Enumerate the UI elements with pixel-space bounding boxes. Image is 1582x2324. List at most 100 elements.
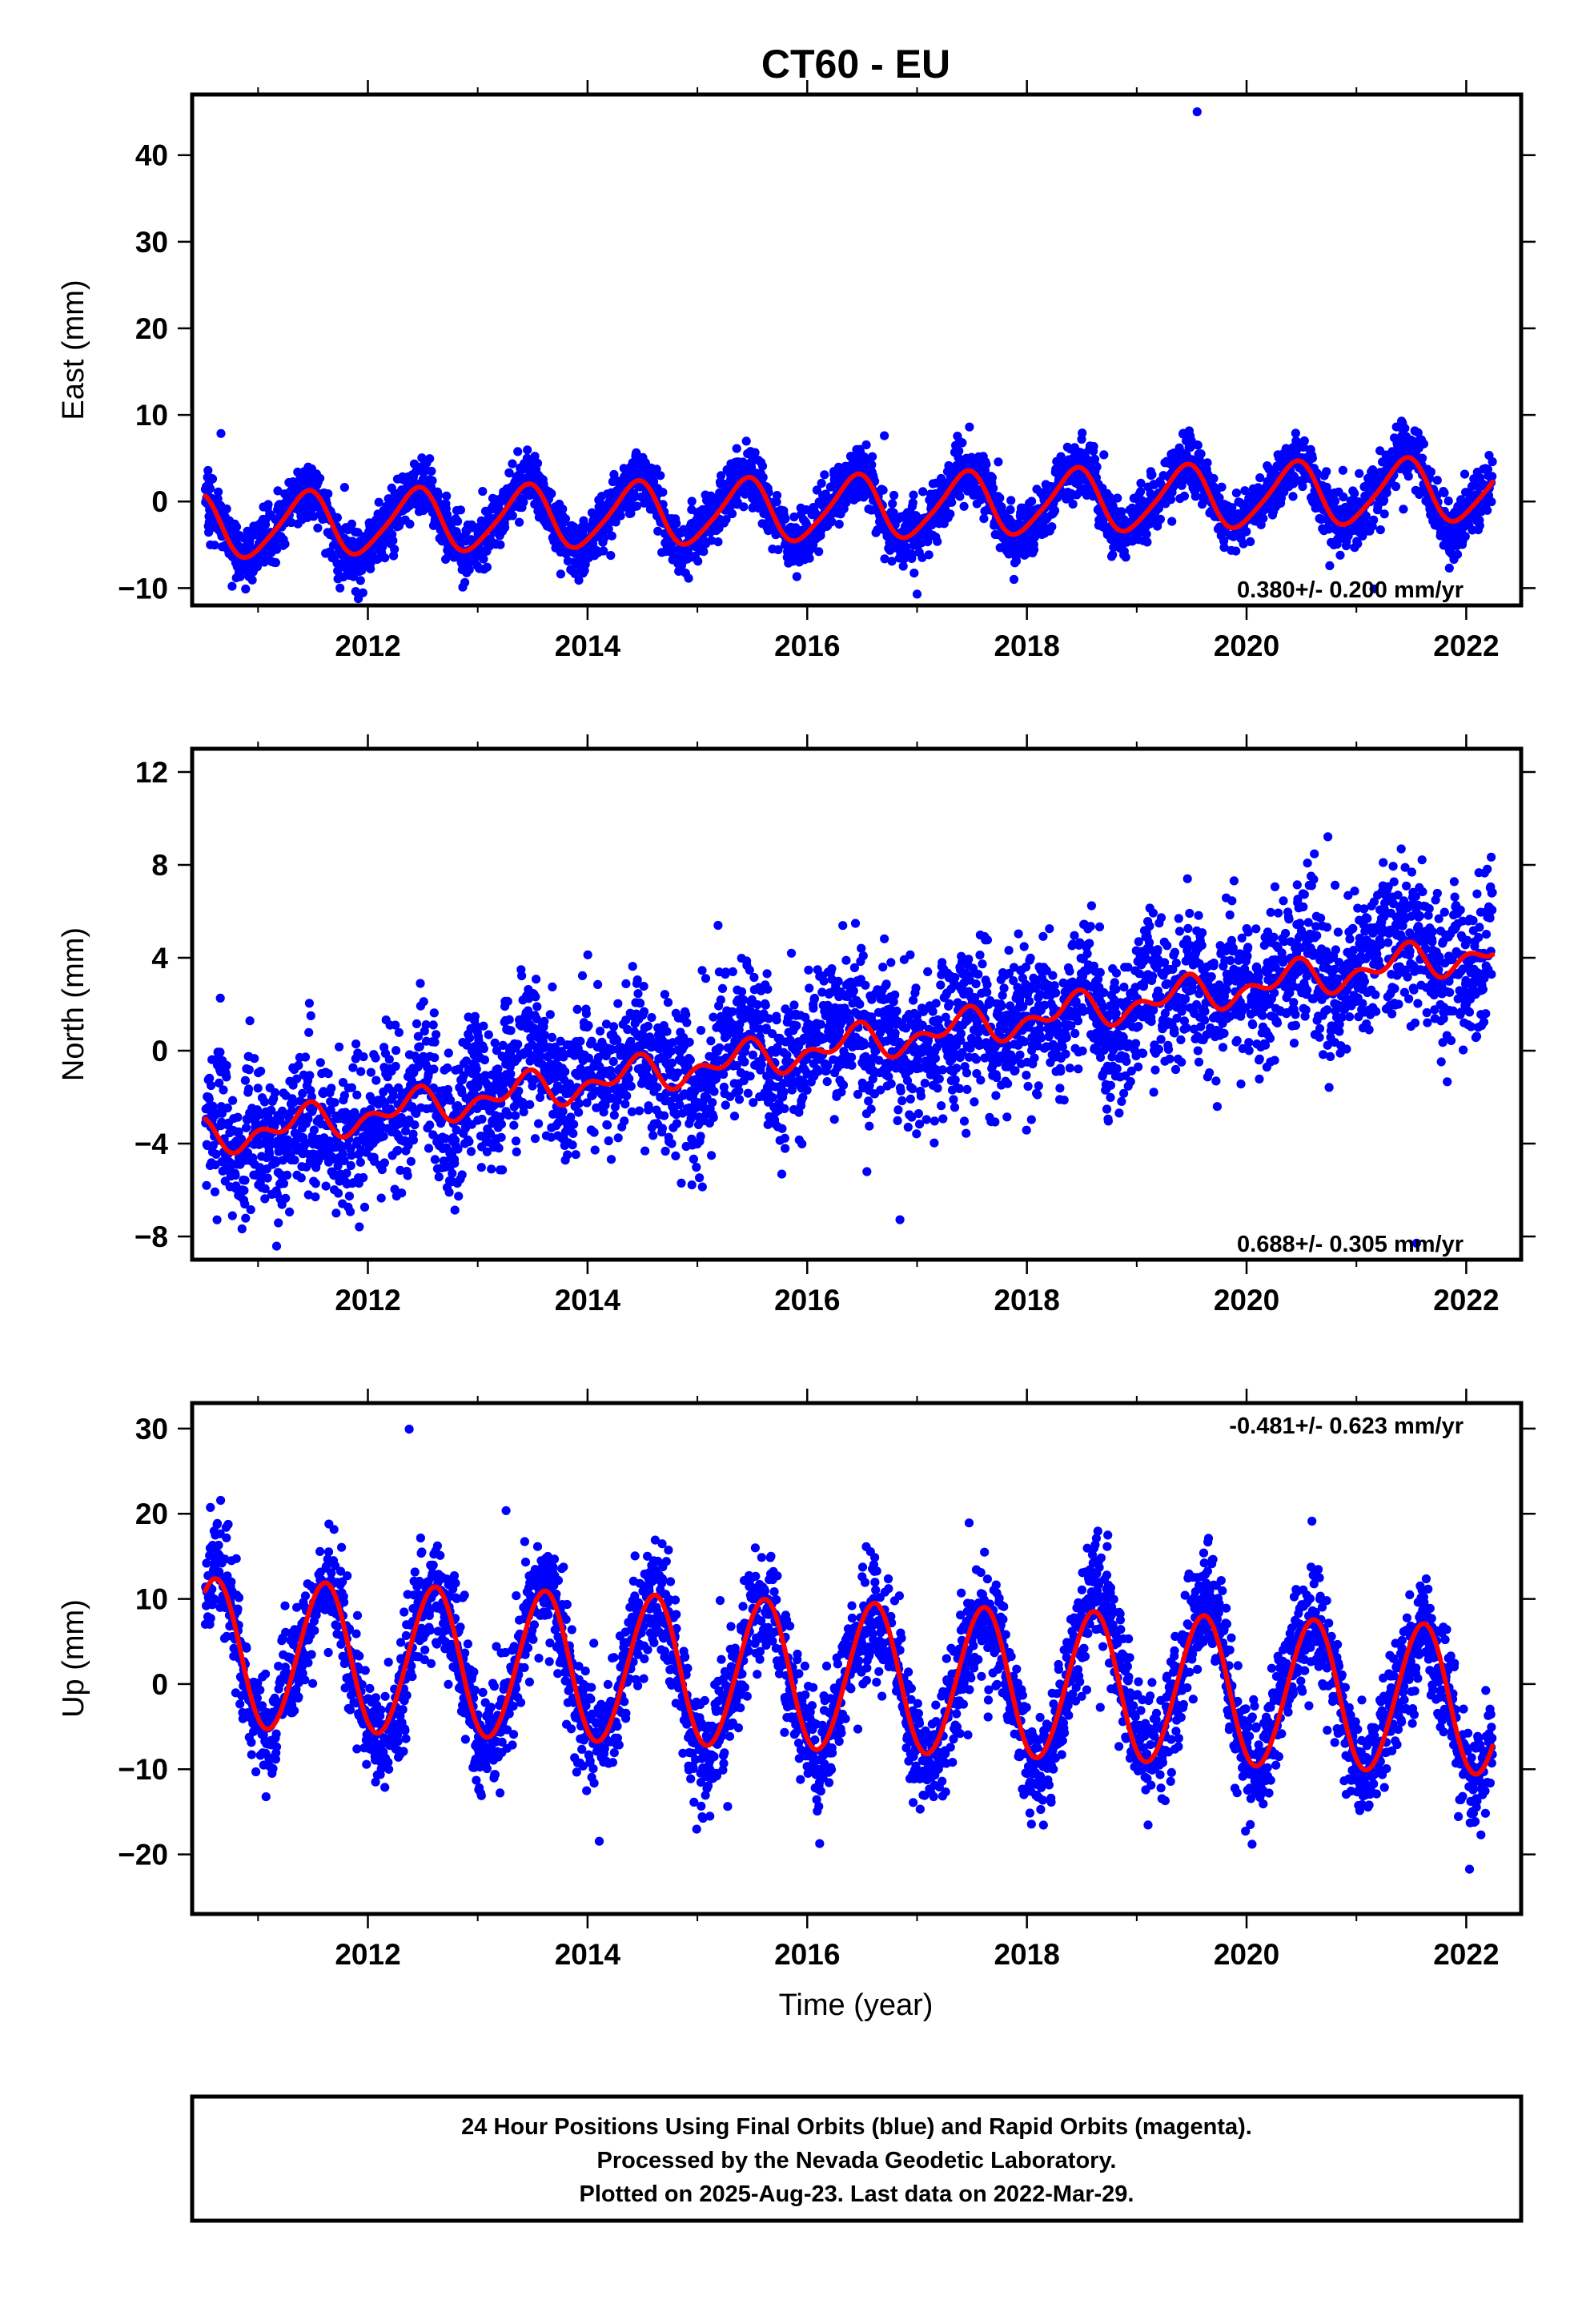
daily-point bbox=[721, 515, 731, 525]
daily-point bbox=[1483, 505, 1492, 515]
daily-point bbox=[496, 1120, 507, 1129]
daily-point bbox=[1242, 527, 1251, 537]
daily-point bbox=[394, 1027, 404, 1037]
daily-point bbox=[504, 468, 514, 478]
daily-point bbox=[868, 452, 877, 461]
daily-point bbox=[1335, 550, 1345, 560]
daily-point bbox=[207, 1081, 216, 1091]
daily-point bbox=[429, 1064, 439, 1074]
daily-point bbox=[532, 1002, 542, 1011]
daily-point bbox=[339, 483, 349, 493]
daily-point bbox=[408, 1136, 418, 1145]
daily-point bbox=[313, 523, 323, 533]
east-axes-frame bbox=[190, 92, 1524, 608]
data-point bbox=[1307, 453, 1317, 463]
x-tick-label: 2020 bbox=[1214, 1284, 1279, 1317]
daily-point bbox=[1231, 489, 1241, 498]
daily-point bbox=[1147, 470, 1157, 480]
y-tick-label: −8 bbox=[135, 1220, 168, 1253]
daily-point bbox=[498, 1165, 508, 1175]
daily-point bbox=[530, 452, 540, 461]
daily-point bbox=[965, 422, 974, 432]
daily-point bbox=[1246, 537, 1255, 547]
daily-point bbox=[531, 992, 540, 1002]
daily-point bbox=[511, 1111, 520, 1120]
daily-point bbox=[1487, 497, 1496, 507]
daily-point bbox=[1193, 440, 1203, 450]
daily-point bbox=[342, 1168, 351, 1178]
daily-point bbox=[933, 537, 942, 546]
daily-point bbox=[1259, 513, 1268, 523]
daily-point bbox=[241, 584, 251, 594]
daily-point bbox=[947, 497, 957, 507]
daily-point bbox=[294, 1060, 303, 1070]
daily-point bbox=[323, 1069, 333, 1079]
data-point bbox=[604, 497, 614, 506]
daily-point bbox=[982, 460, 991, 469]
daily-point bbox=[513, 447, 523, 456]
daily-point bbox=[946, 509, 955, 519]
daily-point bbox=[450, 1159, 460, 1168]
x-tick-label: 2022 bbox=[1433, 629, 1499, 662]
data-point bbox=[473, 523, 483, 533]
daily-point bbox=[792, 572, 801, 581]
daily-point bbox=[281, 1193, 291, 1203]
data-point bbox=[890, 514, 900, 524]
daily-point bbox=[1338, 465, 1347, 475]
daily-point bbox=[1006, 496, 1016, 505]
daily-point bbox=[246, 1205, 255, 1215]
daily-point bbox=[1475, 521, 1484, 531]
daily-point bbox=[359, 1202, 370, 1212]
daily-point bbox=[240, 1176, 250, 1185]
daily-point bbox=[523, 445, 532, 455]
daily-point bbox=[611, 517, 620, 527]
data-point bbox=[583, 523, 592, 533]
daily-point bbox=[456, 505, 466, 515]
daily-point bbox=[442, 491, 452, 501]
daily-point bbox=[309, 1125, 319, 1135]
data-point bbox=[539, 480, 548, 489]
data-point bbox=[1484, 471, 1493, 480]
daily-point bbox=[532, 458, 543, 468]
daily-point bbox=[213, 494, 223, 504]
daily-point bbox=[1092, 462, 1102, 472]
daily-point bbox=[1413, 428, 1423, 438]
data-point bbox=[671, 514, 681, 524]
x-tick-label: 2016 bbox=[774, 629, 840, 662]
daily-point bbox=[389, 551, 399, 561]
daily-point bbox=[259, 1097, 270, 1107]
daily-point bbox=[1443, 497, 1453, 506]
daily-point bbox=[352, 1090, 362, 1100]
daily-point bbox=[263, 500, 273, 509]
daily-point bbox=[410, 1120, 420, 1130]
daily-point bbox=[390, 545, 400, 554]
daily-point bbox=[244, 1065, 254, 1075]
daily-point bbox=[430, 1053, 440, 1063]
y-tick-label: −4 bbox=[135, 1128, 169, 1160]
data-point bbox=[1181, 436, 1191, 446]
daily-point bbox=[484, 1030, 493, 1039]
daily-point bbox=[412, 1019, 422, 1028]
y-tick-label: 4 bbox=[151, 942, 168, 975]
daily-point bbox=[693, 557, 703, 566]
daily-point bbox=[371, 1053, 380, 1063]
daily-point bbox=[684, 573, 693, 583]
daily-point bbox=[1191, 492, 1200, 501]
daily-point bbox=[515, 517, 524, 527]
x-tick-label: 2012 bbox=[335, 629, 400, 662]
daily-point bbox=[750, 448, 760, 457]
daily-point bbox=[252, 562, 262, 572]
daily-point bbox=[545, 1010, 555, 1019]
daily-point bbox=[548, 982, 557, 991]
daily-point bbox=[1400, 424, 1410, 433]
daily-point bbox=[558, 505, 568, 514]
daily-point bbox=[460, 577, 470, 587]
daily-point bbox=[506, 1026, 516, 1035]
daily-point bbox=[540, 1016, 549, 1026]
daily-point bbox=[827, 517, 837, 527]
daily-point bbox=[658, 488, 668, 497]
daily-point bbox=[1217, 482, 1227, 492]
daily-point bbox=[687, 497, 697, 506]
daily-point bbox=[210, 1187, 220, 1196]
daily-point bbox=[909, 569, 919, 578]
